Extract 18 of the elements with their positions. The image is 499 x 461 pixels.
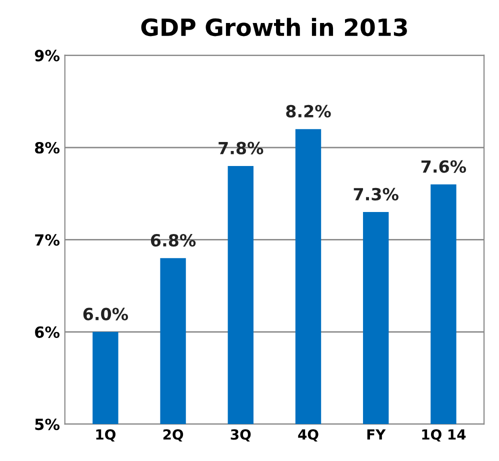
y-tick-label: 9%: [34, 50, 60, 62]
data-label: 8.2%: [286, 104, 331, 118]
data-label: 7.3%: [354, 188, 398, 200]
x-tick-label: 1Q 14: [422, 429, 466, 442]
data-label: 7.8%: [218, 142, 264, 154]
y-tick-label: 6%: [35, 326, 60, 338]
data-label: 6.8%: [150, 234, 196, 247]
x-tick-label: 1Q: [96, 429, 116, 442]
y-tick-label: 5%: [35, 418, 60, 430]
x-tick-label: FY: [367, 429, 386, 440]
x-tick-label: 3Q: [230, 429, 251, 442]
y-tick-label: 8%: [35, 142, 60, 154]
chart-title: GDP Growth in 2013: [141, 18, 407, 36]
data-label: 6.0%: [83, 308, 128, 320]
x-tick-label: 2Q: [163, 429, 184, 442]
data-label: 7.6%: [421, 160, 466, 173]
x-tick-label: 4Q: [298, 429, 318, 442]
y-tick-label: 7%: [35, 234, 60, 246]
